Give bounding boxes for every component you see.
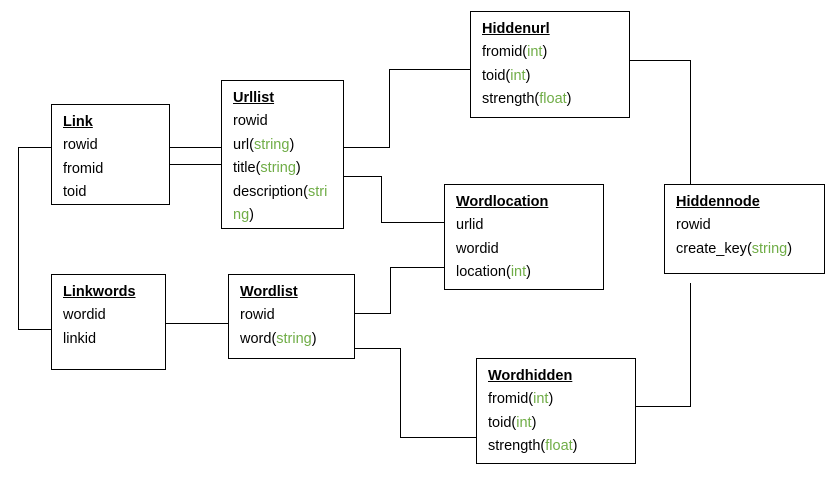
field-name: rowid [233, 113, 268, 129]
table-title-hiddenurl: Hiddenurl [482, 21, 550, 37]
table-title-linkwords: Linkwords [63, 284, 136, 300]
field-type: string [260, 160, 296, 176]
field-name: wordid [456, 240, 499, 257]
field-name: title [233, 160, 256, 176]
field-rowid: rowid [676, 214, 814, 238]
field-type: string [751, 240, 788, 257]
field-word: word(string) [240, 330, 317, 347]
field-name: rowid [240, 307, 275, 323]
table-title-wordlocation: Wordlocation [456, 194, 549, 210]
table-title-link: Link [63, 114, 93, 130]
field-title: title(string) [233, 160, 301, 176]
field-fromid: fromid [63, 158, 159, 182]
field-toid: toid [63, 181, 159, 205]
table-wordhidden: Wordhidden fromid(int) toid(int) strengt… [476, 358, 636, 464]
table-hiddenurl: Hiddenurl fromid(int) toid(int) strength… [470, 11, 630, 118]
field-type: string [253, 136, 290, 153]
table-urllist: Urllist rowid url(string) title(string) … [221, 80, 344, 229]
field-rowid: rowid [233, 110, 333, 134]
field-name: toid [63, 184, 87, 200]
field-name: word [240, 330, 272, 347]
field-name: urlid [456, 217, 484, 233]
table-title-wordlist: Wordlist [240, 284, 298, 300]
connector-link-linkwords [18, 147, 52, 330]
field-name: wordid [63, 307, 106, 323]
field-name: strength [482, 91, 535, 107]
table-wordlist: Wordlist rowid word(string) [228, 274, 355, 359]
field-fromid: fromid(int) [488, 391, 554, 407]
field-create-key: create_key(string) [676, 240, 793, 257]
field-name: create_key [676, 240, 747, 257]
field-url: url(string) [233, 136, 295, 153]
field-fromid: fromid(int) [482, 44, 548, 60]
field-type: int [527, 44, 543, 60]
field-name: fromid [482, 44, 523, 60]
connector-hiddenurl-hiddennode [629, 60, 691, 184]
table-title-urllist: Urllist [233, 90, 275, 106]
connector-wordlist-wordhidden [354, 348, 477, 438]
field-type: string [276, 330, 312, 347]
connector-hiddennode-wordhidden [636, 283, 691, 407]
field-name: toid [482, 67, 506, 84]
field-strength: strength(float) [482, 91, 572, 107]
field-wordid: wordid [456, 238, 593, 262]
table-wordlocation: Wordlocation urlid wordid location(int) [444, 184, 604, 290]
field-name: linkid [63, 330, 97, 347]
field-name: toid [488, 414, 512, 431]
field-toid: toid(int) [482, 67, 531, 84]
field-rowid: rowid [240, 304, 344, 328]
field-type: float [539, 91, 567, 107]
field-strength: strength(float) [488, 438, 578, 454]
table-link: Link rowid fromid toid [51, 104, 170, 205]
field-type: int [510, 67, 526, 84]
table-linkwords: Linkwords wordid linkid [51, 274, 166, 370]
connector-wordlist-wordlocation [354, 267, 445, 314]
field-name: rowid [676, 217, 711, 233]
field-type: int [510, 264, 527, 280]
field-type: float [545, 438, 573, 454]
field-name: url [233, 136, 250, 153]
field-wordid: wordid [63, 304, 155, 328]
table-hiddennode: Hiddennode rowid create_key(string) [664, 184, 825, 274]
field-name: strength [488, 438, 541, 454]
field-type: string [233, 183, 328, 224]
field-name: fromid [488, 391, 529, 407]
field-description: description(string) [233, 183, 328, 224]
field-urlid: urlid [456, 214, 593, 238]
field-name: rowid [63, 137, 98, 153]
field-type: int [533, 391, 549, 407]
field-location: location(int) [456, 264, 531, 280]
field-name: location [456, 264, 506, 280]
field-linkid: linkid [63, 328, 155, 352]
field-name: description [233, 183, 304, 200]
table-title-hiddennode: Hiddennode [676, 194, 760, 210]
field-rowid: rowid [63, 134, 159, 158]
connector-urllist-hiddenurl [343, 69, 471, 148]
field-name: fromid [63, 160, 104, 177]
field-toid: toid(int) [488, 414, 537, 431]
connector-urllist-wordlocation [343, 176, 445, 223]
table-title-wordhidden: Wordhidden [488, 368, 573, 384]
field-type: int [516, 414, 532, 431]
